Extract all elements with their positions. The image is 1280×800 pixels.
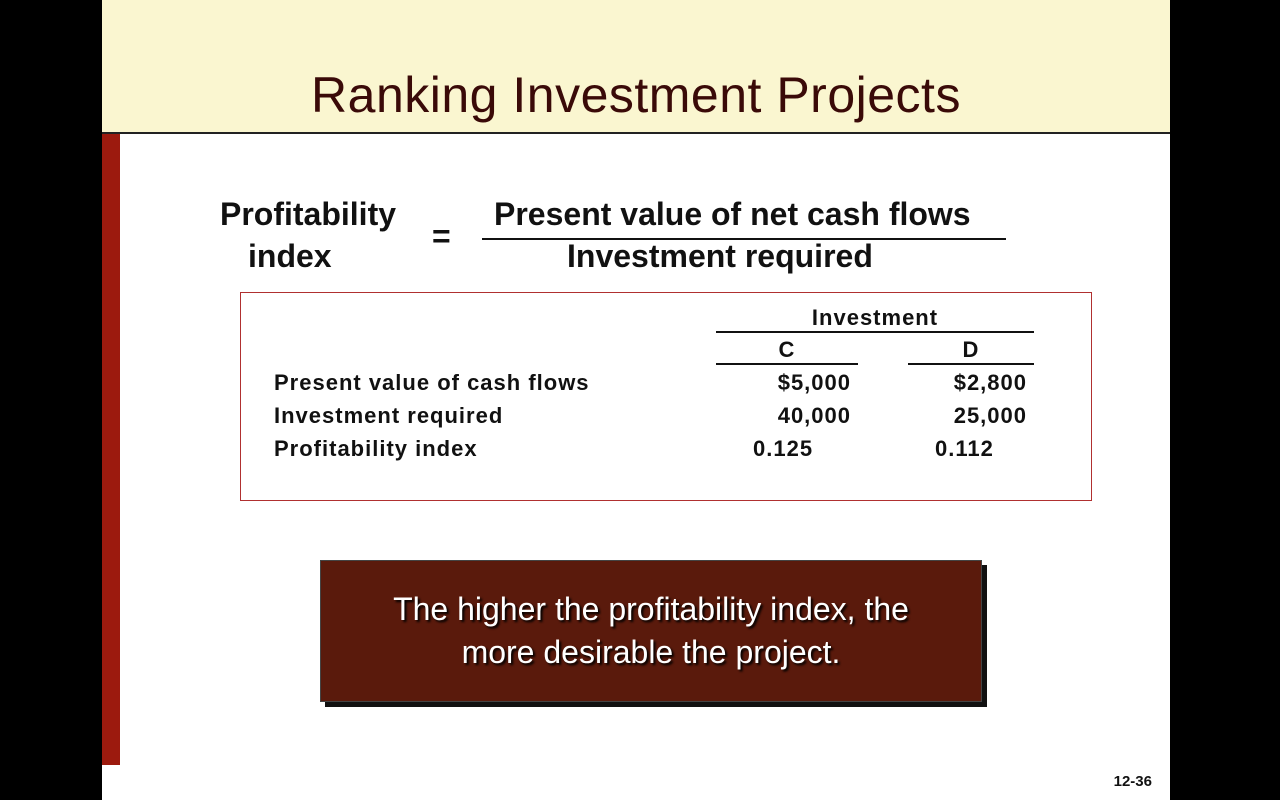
formula-denominator: Investment required (567, 238, 873, 274)
cell-d: 25,000 (953, 403, 1027, 428)
callout-line2: more desirable the project. (461, 634, 841, 670)
row-label: Present value of cash flows (274, 370, 590, 395)
callout-box: The higher the profitability index, the … (320, 560, 982, 702)
cell-c: 0.125 (753, 436, 814, 461)
row-label: Investment required (274, 403, 504, 428)
title-band: Ranking Investment Projects (102, 0, 1170, 134)
formula-equals: = (432, 218, 451, 254)
callout-line1: The higher the profitability index, the (393, 591, 909, 627)
page-number: 12-36 (1113, 773, 1152, 790)
slide: Ranking Investment Projects Profitabilit… (102, 0, 1170, 800)
column-header-c: C (716, 337, 858, 365)
row-label: Profitability index (274, 436, 478, 461)
cell-d: $2,800 (953, 370, 1027, 395)
cell-d: 0.112 (935, 436, 994, 461)
cell-c: 40,000 (777, 403, 851, 428)
cell-c: $5,000 (777, 370, 851, 395)
side-accent-bar (102, 134, 120, 765)
formula-lhs-line1: Profitability (220, 196, 397, 232)
fraction-bar (482, 238, 1006, 240)
slide-title: Ranking Investment Projects (311, 67, 961, 123)
formula-lhs-line2: index (248, 238, 332, 274)
formula-numerator: Present value of net cash flows (494, 196, 971, 232)
column-header-d: D (908, 337, 1034, 365)
comparison-table: Investment C D Present value of cash flo… (240, 292, 1092, 501)
group-header: Investment (716, 305, 1034, 333)
